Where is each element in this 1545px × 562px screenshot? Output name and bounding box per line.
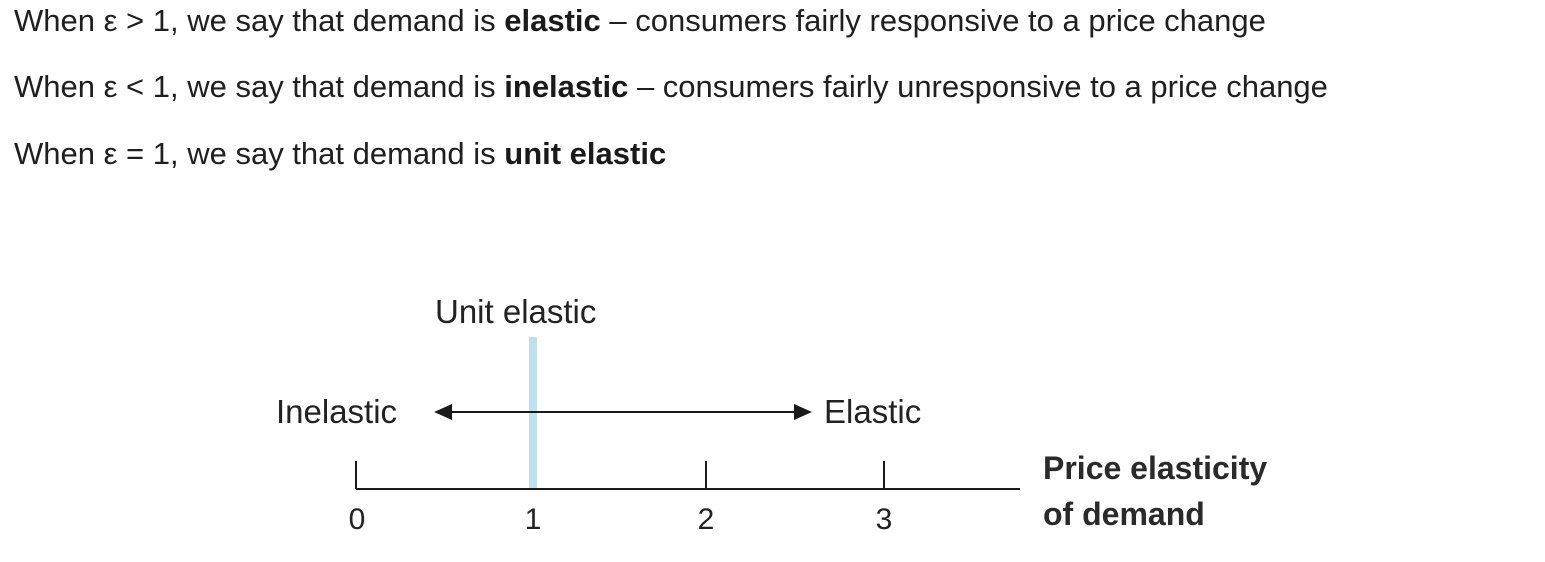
arrow-right-head-icon: [794, 404, 812, 420]
line2-bold-term: inelastic: [504, 69, 629, 104]
line2-suffix: – consumers fairly unresponsive to a pri…: [628, 69, 1328, 104]
line2-prefix: When ε < 1, we say that demand is: [14, 69, 505, 104]
axis-title: Price elasticity of demand: [1043, 445, 1267, 537]
unit-elastic-definition-line: When ε = 1, we say that demand is unit e…: [14, 134, 666, 174]
tick-label-0: 0: [348, 503, 366, 536]
inelastic-label: Inelastic: [276, 393, 398, 430]
tick-label-2: 2: [697, 503, 715, 536]
inelastic-definition-line: When ε < 1, we say that demand is inelas…: [14, 67, 1328, 107]
elastic-definition-line: When ε > 1, we say that demand is elasti…: [14, 1, 1266, 41]
arrow-left-head-icon: [434, 404, 452, 420]
line1-prefix: When ε > 1, we say that demand is: [14, 3, 505, 38]
elastic-label: Elastic: [824, 393, 922, 430]
line3-bold-term: unit elastic: [504, 136, 667, 171]
tick-label-3: 3: [875, 503, 893, 536]
line1-bold-term: elastic: [504, 3, 601, 38]
axis-title-line2: of demand: [1043, 496, 1205, 532]
tick-label-1: 1: [524, 503, 542, 536]
line1-suffix: – consumers fairly responsive to a price…: [600, 3, 1266, 38]
axis-title-line1: Price elasticity: [1043, 450, 1268, 486]
unit-elastic-label: Unit elastic: [435, 293, 597, 330]
line3-prefix: When ε = 1, we say that demand is: [14, 136, 505, 171]
